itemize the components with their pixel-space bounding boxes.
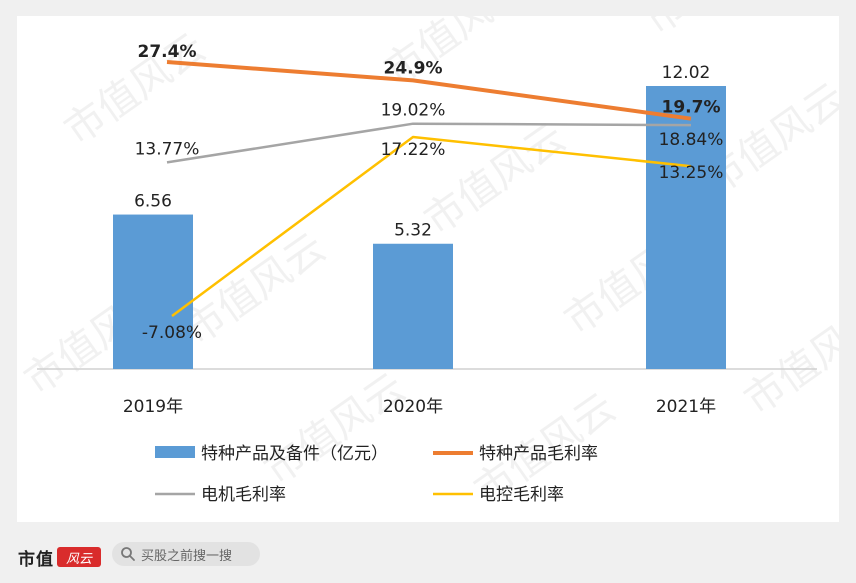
chart-card: 市值风云 市值风云 市值风云 市值风云 市值风云 市值风云 市值风云 市值风云 市值风云 市值风云…	[17, 16, 839, 522]
line-value-label: 24.9%	[384, 58, 443, 78]
search-box[interactable]: 买股之前搜一搜	[112, 542, 260, 566]
watermark-text: 市值风云	[736, 295, 839, 424]
x-tick-label: 2021年	[656, 397, 716, 417]
series-line	[166, 60, 692, 121]
legend-label: 电控毛利率	[479, 485, 564, 505]
line-value-label: 13.77%	[135, 139, 200, 159]
x-tick-label: 2020年	[383, 397, 443, 417]
line-value-label: 13.25%	[659, 163, 724, 183]
bar	[646, 86, 726, 369]
series-line	[171, 135, 692, 318]
series-line	[166, 122, 692, 164]
line-value-label: 19.7%	[662, 98, 721, 118]
search-placeholder: 买股之前搜一搜	[141, 548, 233, 564]
watermark-text: 市值风云	[256, 365, 413, 494]
legend-label: 特种产品毛利率	[479, 444, 598, 464]
brand-seal: 风云	[57, 547, 101, 567]
brand-name: 市值	[18, 549, 54, 570]
legend-label: 特种产品及备件（亿元）	[201, 444, 388, 464]
line-value-label: 17.22%	[381, 140, 446, 160]
line-value-label: 19.02%	[381, 101, 446, 121]
bar-value-label: 12.02	[662, 63, 711, 83]
line-value-label: 18.84%	[659, 130, 724, 150]
search-icon	[121, 547, 135, 561]
bar	[373, 243, 453, 369]
bar	[113, 214, 193, 369]
bar-value-label: 5.32	[394, 221, 432, 241]
brand-logo: 市值 风云	[18, 546, 101, 570]
watermark-text: 市值风云	[416, 115, 573, 244]
x-tick-label: 2019年	[123, 397, 183, 417]
line-value-label: -7.08%	[142, 323, 202, 343]
watermark-text: 市值风云	[376, 16, 533, 94]
bar-value-label: 6.56	[134, 192, 172, 212]
legend-swatch	[155, 446, 195, 458]
legend-label: 电机毛利率	[201, 485, 286, 505]
watermark-text: 市值风云	[636, 16, 793, 44]
line-value-label: 27.4%	[138, 42, 197, 62]
footer-bar: 市值 风云 买股之前搜一搜	[0, 528, 856, 583]
